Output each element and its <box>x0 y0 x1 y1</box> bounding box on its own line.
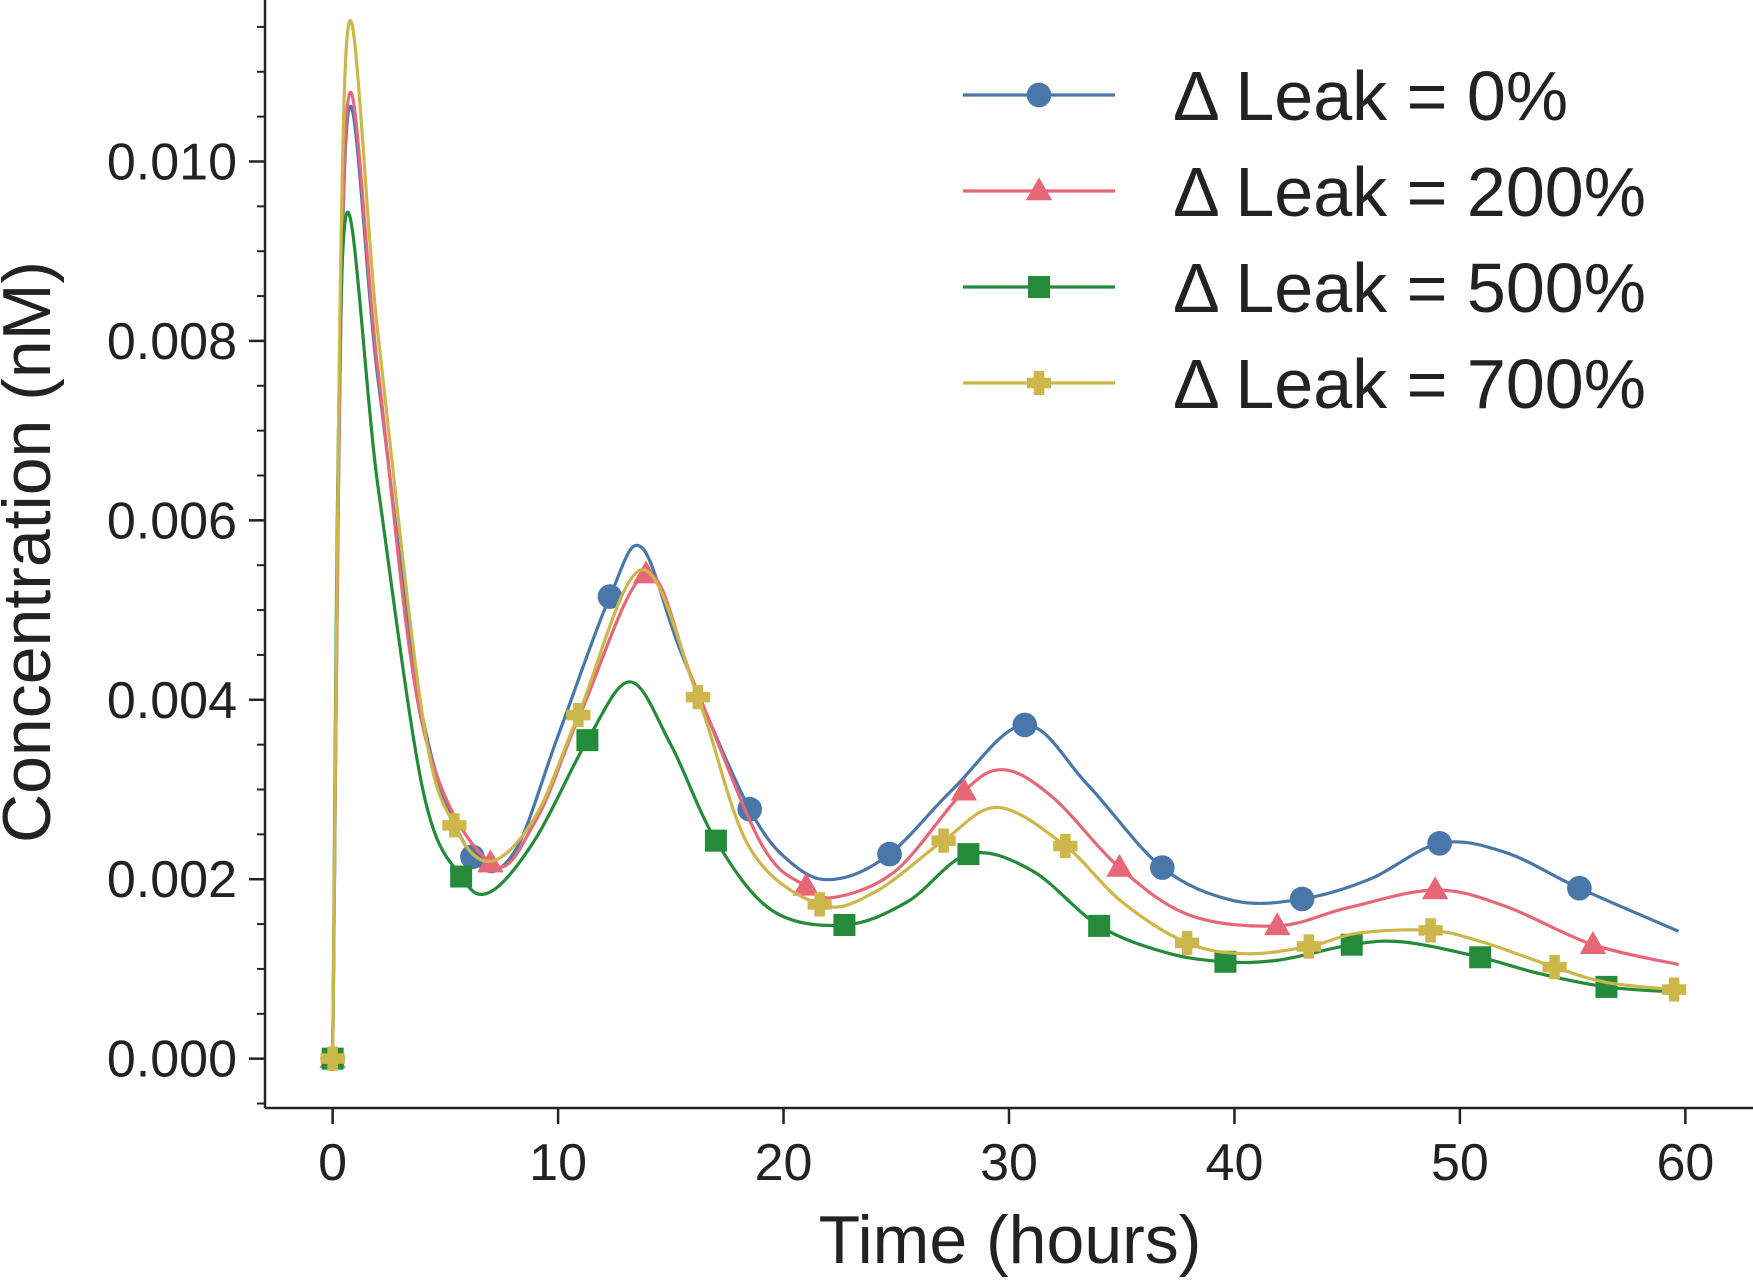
data-point <box>1012 712 1038 738</box>
data-point <box>957 843 980 866</box>
y-tick-label: 0.000 <box>107 1031 237 1089</box>
data-point <box>1106 853 1133 877</box>
data-point <box>1421 876 1449 900</box>
data-point <box>1289 886 1315 912</box>
series-3 <box>321 210 1679 1070</box>
x-tick-label: 60 <box>1656 1134 1714 1192</box>
axes: 0.000 0.002 0.004 0.006 0.008 0.010 0 10 20 30 40 5… <box>107 0 1753 1192</box>
data-point <box>877 841 902 867</box>
series-line <box>331 210 1679 1059</box>
legend-marker <box>1025 177 1053 201</box>
series-2 <box>319 90 1679 1068</box>
y-axis-title: Concentration (nM) <box>0 261 65 843</box>
x-tick-label: 20 <box>755 1134 813 1192</box>
series-line <box>331 90 1679 1059</box>
data-point <box>1567 875 1592 901</box>
legend: Δ Leak = 0% Δ Leak = 200% Δ Leak = 500% Δ L… <box>963 57 1646 423</box>
data-point <box>1579 931 1607 954</box>
series-group <box>319 18 1687 1071</box>
y-tick-label: 0.006 <box>107 492 237 550</box>
legend-item: Δ Leak = 500% <box>963 249 1646 327</box>
x-tick-label: 0 <box>318 1134 347 1192</box>
legend-marker <box>1026 82 1052 108</box>
data-point <box>1264 912 1291 936</box>
y-tick-label: 0.002 <box>107 851 237 909</box>
x-tick-label: 10 <box>529 1134 587 1192</box>
data-point <box>1053 833 1078 859</box>
legend-marker <box>1026 370 1052 396</box>
data-point <box>460 844 485 870</box>
data-point <box>450 865 473 888</box>
data-point <box>1661 977 1687 1002</box>
data-point <box>931 828 956 853</box>
data-point <box>1175 930 1200 956</box>
x-tick-label: 40 <box>1206 1134 1264 1192</box>
data-point <box>1542 955 1567 980</box>
data-point <box>833 913 856 936</box>
data-point <box>576 729 599 752</box>
data-point <box>1149 855 1175 880</box>
data-point <box>792 872 820 896</box>
legend-item: Δ Leak = 200% <box>963 153 1646 231</box>
x-tick-label: 30 <box>980 1134 1038 1192</box>
data-point <box>1418 918 1443 943</box>
legend-item: Δ Leak = 0% <box>963 57 1568 135</box>
series-line <box>331 18 1675 1059</box>
data-point <box>807 892 832 917</box>
y-tick-label: 0.010 <box>107 133 237 191</box>
data-point <box>442 813 467 838</box>
legend-label: Δ Leak = 700% <box>1173 345 1646 423</box>
data-point <box>1469 946 1492 969</box>
data-point <box>597 584 623 609</box>
legend-label: Δ Leak = 500% <box>1173 249 1646 327</box>
x-tick-label: 50 <box>1431 1134 1489 1192</box>
data-point <box>1296 934 1321 959</box>
data-point <box>704 829 727 852</box>
data-point <box>1340 933 1363 956</box>
data-point <box>950 777 978 801</box>
data-point <box>1088 914 1111 937</box>
legend-label: Δ Leak = 200% <box>1173 153 1646 231</box>
y-tick-label: 0.004 <box>107 672 237 730</box>
series-4 <box>320 18 1687 1071</box>
data-point <box>1214 950 1237 973</box>
data-point <box>566 702 591 728</box>
legend-marker <box>1028 276 1050 298</box>
data-point <box>685 684 710 710</box>
data-point <box>320 1046 345 1071</box>
x-axis-title: Time (hours) <box>819 1202 1202 1278</box>
legend-item: Δ Leak = 700% <box>963 345 1646 423</box>
data-point <box>1427 831 1452 856</box>
legend-label: Δ Leak = 0% <box>1173 57 1568 135</box>
y-tick-label: 0.008 <box>107 313 237 371</box>
